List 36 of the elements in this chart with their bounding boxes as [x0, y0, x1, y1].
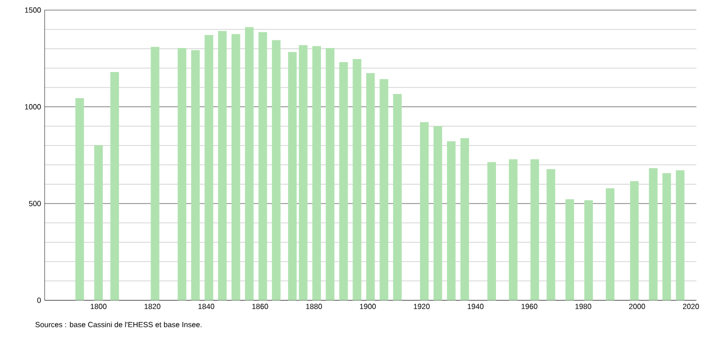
- bar: [565, 199, 574, 300]
- bar: [366, 73, 375, 300]
- bar: [487, 162, 496, 300]
- bar: [326, 48, 334, 300]
- bar: [232, 34, 240, 300]
- bar: [393, 94, 402, 300]
- bar: [339, 62, 348, 300]
- bar: [508, 159, 518, 300]
- bar: [204, 35, 214, 300]
- bar: [288, 52, 297, 300]
- bar: [662, 173, 672, 300]
- bar: [258, 32, 268, 300]
- bar: [75, 98, 84, 300]
- bar: [420, 122, 429, 300]
- bar: [380, 79, 388, 300]
- bar: [178, 48, 186, 300]
- bar: [352, 59, 362, 300]
- bar: [218, 31, 227, 300]
- bar: [446, 141, 456, 300]
- bar: [606, 188, 614, 300]
- bar: [191, 50, 200, 300]
- bar: [530, 159, 540, 300]
- bar: [94, 145, 103, 300]
- bar: [110, 72, 119, 300]
- bar: [630, 181, 639, 300]
- bar: [244, 27, 254, 300]
- bar: [272, 40, 281, 300]
- bar: [648, 168, 658, 300]
- bar: [460, 138, 470, 300]
- bar: [433, 126, 442, 300]
- bar: [546, 169, 556, 300]
- bar: [584, 200, 593, 300]
- bar: [150, 46, 160, 300]
- bar: [676, 170, 684, 300]
- bar: [298, 45, 308, 300]
- bar: [312, 46, 321, 300]
